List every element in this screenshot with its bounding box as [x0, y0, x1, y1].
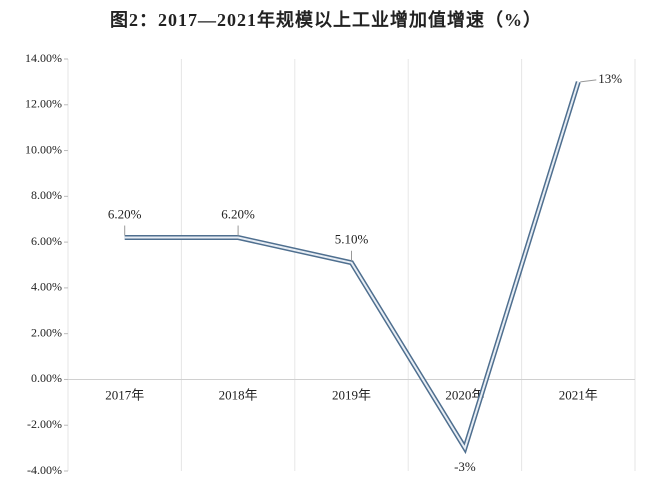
- series-line: [124, 81, 580, 451]
- x-tick-label: 2018年: [219, 387, 258, 402]
- y-tick-label: -4.00%: [27, 463, 62, 477]
- y-tick-label: 14.00%: [25, 51, 62, 65]
- y-tick-label: 10.00%: [25, 142, 62, 156]
- y-tick-label: 2.00%: [31, 325, 62, 339]
- data-label: -3%: [454, 459, 476, 474]
- x-tick-label: 2020年: [445, 387, 484, 402]
- x-tick-label: 2019年: [332, 387, 371, 402]
- chart-title: 图2：2017—2021年规模以上工业增加值增速（%）: [110, 9, 542, 30]
- y-tick-label: 12.00%: [25, 97, 62, 111]
- y-tick-label: 6.00%: [31, 234, 62, 248]
- x-tick-label: 2021年: [559, 387, 598, 402]
- data-label: 13%: [598, 71, 622, 86]
- x-tick-label: 2017年: [105, 387, 144, 402]
- y-tick-label: 0.00%: [31, 371, 62, 385]
- data-label: 6.20%: [108, 207, 142, 222]
- y-tick-label: 8.00%: [31, 188, 62, 202]
- data-label: 5.10%: [335, 232, 369, 247]
- label-leader: [580, 79, 597, 83]
- y-tick-label: 4.00%: [31, 280, 62, 294]
- data-label: 6.20%: [221, 207, 255, 222]
- y-tick-label: -2.00%: [27, 417, 62, 431]
